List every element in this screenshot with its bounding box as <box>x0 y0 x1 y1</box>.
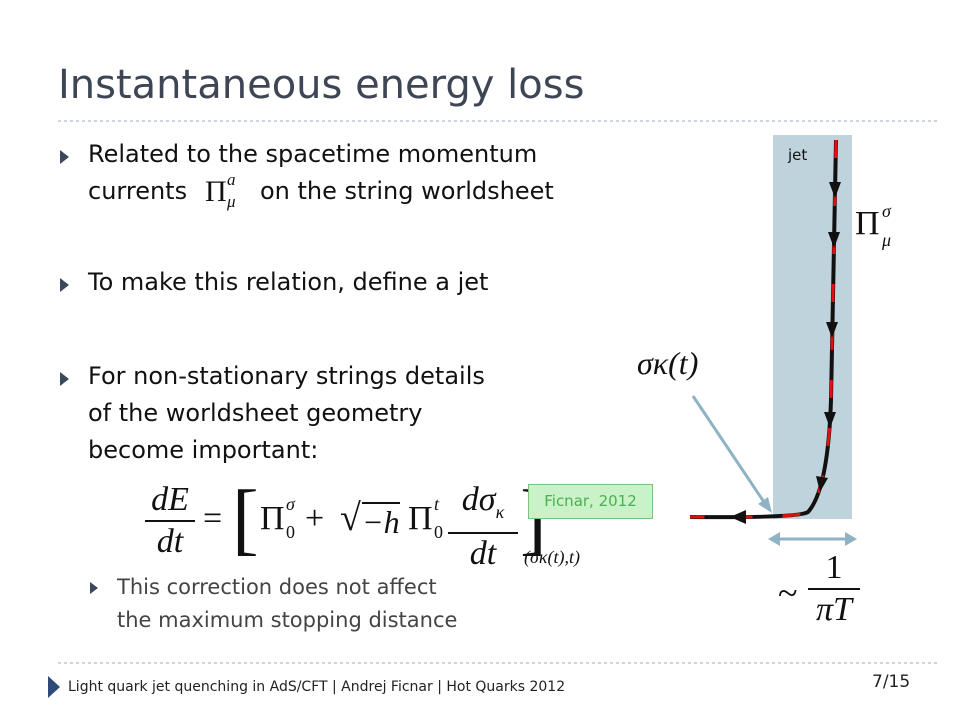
bullet-text: currents <box>88 177 188 205</box>
fraction: dσκ dt <box>448 480 518 574</box>
jet-region <box>773 135 852 519</box>
math: Π <box>408 500 433 537</box>
current-arrows <box>730 182 841 524</box>
fraction: dE dt <box>145 480 195 562</box>
math: −h <box>362 502 400 540</box>
bullet-text: Related to the spacetime momentum <box>88 140 538 168</box>
citation: Ficnar, 2012 <box>528 484 653 519</box>
jet-label: jet <box>788 146 808 164</box>
bullet-text: on the string worldsheet <box>260 177 554 205</box>
math: dt <box>469 534 497 572</box>
bullet-text: To make this relation, define a jet <box>88 268 489 296</box>
bullet-marker <box>60 372 69 386</box>
bullet-marker <box>90 582 98 594</box>
math: dt <box>156 523 184 560</box>
width-arrow-head <box>768 532 780 546</box>
math: t <box>434 494 440 514</box>
sqrt-sign: √ <box>340 497 361 539</box>
sub-bullet-text: the maximum stopping distance <box>117 608 458 632</box>
math: dσκ <box>448 480 518 534</box>
pointer-head <box>758 497 772 513</box>
math: dσ <box>461 481 496 518</box>
math: = <box>203 500 223 537</box>
math: μ <box>227 192 236 211</box>
bullet-text: become important: <box>88 436 319 464</box>
sub-bullet-text: This correction does not affect <box>117 575 437 599</box>
math: 1 <box>808 548 860 590</box>
footer-marker <box>48 676 60 698</box>
math: (σκ(t),t) <box>524 547 580 567</box>
math: ~ <box>778 573 798 613</box>
bullet-marker <box>60 150 69 164</box>
pointer <box>691 395 768 506</box>
page-number: 7/15 <box>872 672 911 692</box>
math: πT <box>816 591 852 628</box>
slide-title: Instantaneous energy loss <box>58 62 585 108</box>
math: σ <box>882 201 891 221</box>
math: Π <box>205 175 227 208</box>
bullet-marker <box>60 278 69 292</box>
math: dE <box>145 480 195 522</box>
math: κ <box>495 501 505 522</box>
math: 0 <box>286 522 295 542</box>
math: 0 <box>434 522 443 542</box>
bullet-text: For non-stationary strings details <box>88 362 485 390</box>
width-arrow-head <box>845 532 857 546</box>
math: μ <box>882 230 892 250</box>
bullet-text: of the worldsheet geometry <box>88 399 423 427</box>
math: σκ(t) <box>637 345 699 381</box>
string-dashes <box>689 139 838 519</box>
bracket: [ <box>232 475 259 563</box>
footer-text: Light quark jet quenching in AdS/CFT | A… <box>68 679 566 695</box>
math: + <box>305 500 325 537</box>
math: σ <box>286 494 295 514</box>
math: Π <box>260 500 285 537</box>
math: a <box>227 170 236 189</box>
math: Π <box>855 205 880 242</box>
fraction: 1 πT <box>808 548 860 630</box>
